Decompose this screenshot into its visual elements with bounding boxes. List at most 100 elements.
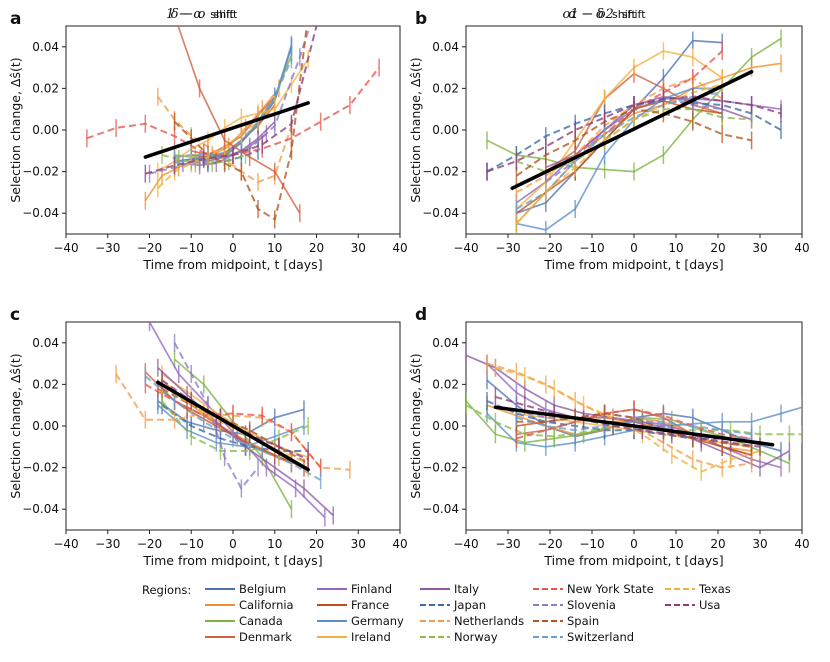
series-group: [466, 346, 802, 481]
x-tick-label: −30: [495, 241, 520, 255]
x-tick-label: −10: [179, 537, 204, 551]
legend-label: New York State: [567, 582, 654, 596]
y-tick-label: 0.04: [432, 40, 459, 54]
x-tick-label: 30: [351, 537, 366, 551]
legend-item: Ireland: [317, 630, 391, 644]
x-tick-label: −30: [495, 537, 520, 551]
y-tick-label: 0.04: [432, 336, 459, 350]
legend-label: Norway: [454, 630, 498, 644]
legend-item: France: [317, 598, 389, 612]
x-tick-label: 20: [309, 241, 324, 255]
panel-title-main: ο1 − ο2: [562, 7, 613, 22]
x-axis-label: Time from midpoint, t [days]: [142, 553, 322, 568]
panel-letter: b: [415, 9, 427, 29]
x-tick-label: 20: [710, 241, 725, 255]
legend-label: Usa: [699, 598, 720, 612]
x-tick-label: 30: [752, 537, 767, 551]
series-line-usa: [495, 395, 761, 448]
series-group: [486, 29, 782, 234]
x-axis-label: Time from midpoint, t [days]: [543, 257, 723, 272]
series-line-switzerland: [515, 91, 723, 210]
series-line-texas: [157, 104, 276, 189]
x-tick-label: −10: [179, 241, 204, 255]
legend-item: New York State: [533, 582, 654, 596]
x-tick-label: −40: [453, 537, 478, 551]
x-tick-label: 10: [267, 537, 282, 551]
y-axis-label: Selection change, Δŝ(t): [408, 353, 423, 498]
y-tick-label: −0.02: [22, 165, 59, 179]
legend-item: Denmark: [205, 630, 292, 644]
x-tick-label: 0: [630, 241, 638, 255]
x-tick-label: 40: [794, 537, 809, 551]
panel-title-main: δ − ο: [171, 7, 206, 22]
panel-title: δ − ο shift: [171, 7, 238, 22]
legend-label: Finland: [351, 582, 392, 596]
y-tick-label: 0.00: [32, 419, 59, 433]
series-line-ireland: [515, 50, 723, 210]
series-line-japan: [486, 99, 782, 173]
panel-a: a 1 − α shift −40 −30 −20 −10 0 10 20 30 40 −0.04 −0.…: [8, 7, 408, 272]
y-tick-label: −0.02: [422, 461, 459, 475]
series-group: [115, 322, 351, 527]
panel-title-main: α − δ: [568, 7, 604, 22]
y-tick-label: −0.02: [22, 461, 59, 475]
legend-item: Slovenia: [533, 598, 616, 612]
panel-d: dο1 − ο2 shift−40 −30 −20 −10 0 10 20 30 40−0.04−…: [408, 7, 810, 568]
series-group: [86, 26, 380, 229]
series-line-slovenia: [173, 342, 259, 491]
y-tick-label: −0.02: [422, 165, 459, 179]
y-tick-label: 0.00: [432, 419, 459, 433]
legend-label: Slovenia: [567, 598, 616, 612]
x-axis-label: Time from midpoint, t [days]: [142, 257, 322, 272]
y-tick-label: 0.02: [32, 81, 59, 95]
y-tick-label: −0.04: [22, 206, 59, 220]
x-tick-label: −40: [53, 537, 78, 551]
x-tick-label: −20: [137, 537, 162, 551]
series-line-spain: [516, 412, 752, 448]
series-line-belgium: [174, 46, 293, 163]
y-tick-label: −0.04: [422, 206, 459, 220]
x-tick-label: −10: [579, 241, 604, 255]
legend-item: Texas: [665, 582, 731, 596]
legend-item: Norway: [420, 630, 498, 644]
y-tick-label: 0.04: [32, 336, 59, 350]
legend-label: Germany: [351, 614, 404, 628]
legend-label: Ireland: [351, 630, 391, 644]
legend-item: California: [205, 598, 294, 612]
series-line-japan: [486, 400, 752, 444]
y-axis-label: Selection change, Δŝ(t): [8, 353, 23, 498]
x-tick-label: 0: [229, 537, 237, 551]
panel-letter: d: [415, 305, 427, 325]
panel-c: c δ − ο shift −40 −30 −20 −10 0 10 20 30 40 −0.04 −0.…: [8, 7, 408, 568]
panel-b: b α − δ shift −40 −30 −20 −10 0 10 20 30 40 −0.04 −0.…: [408, 7, 810, 272]
panel-title-suffix: shift: [622, 8, 646, 21]
panel-title: ο1 − ο2 shift: [562, 7, 646, 22]
x-tick-label: −20: [537, 537, 562, 551]
y-tick-label: 0.00: [32, 123, 59, 137]
x-tick-label: 20: [710, 537, 725, 551]
legend-label: Italy: [454, 582, 479, 596]
legend-item: Spain: [533, 614, 599, 628]
series-line-denmark: [177, 26, 301, 214]
y-tick-label: 0.04: [32, 40, 59, 54]
legend-item: Belgium: [205, 582, 286, 596]
legend-label: Netherlands: [454, 614, 524, 628]
trend-line: [510, 70, 754, 190]
series-line-norway: [161, 400, 309, 452]
series-line-california: [515, 62, 782, 225]
x-tick-label: −40: [53, 241, 78, 255]
x-tick-label: 20: [309, 537, 324, 551]
x-tick-label: −10: [579, 537, 604, 551]
legend-label: Texas: [698, 582, 731, 596]
y-axis-label: Selection change, Δŝ(t): [8, 57, 23, 202]
legend-label: Belgium: [239, 582, 286, 596]
y-tick-label: 0.02: [432, 81, 459, 95]
legend-label: France: [351, 598, 389, 612]
x-tick-label: −20: [137, 241, 162, 255]
legend-label: Canada: [239, 614, 283, 628]
y-tick-label: 0.02: [32, 377, 59, 391]
legend-title: Regions:: [142, 583, 191, 597]
series-line-netherlands: [515, 76, 723, 194]
x-tick-label: 30: [351, 241, 366, 255]
